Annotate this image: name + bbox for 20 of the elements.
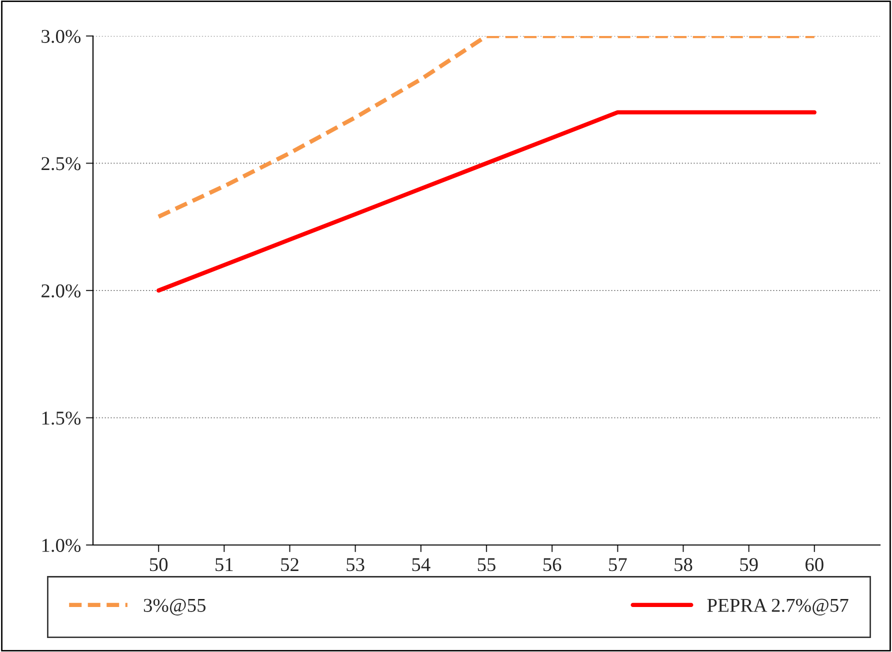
x-tick-label: 52 (281, 558, 298, 572)
y-tick-label: 1.5% (42, 412, 81, 425)
x-tick-label: 57 (609, 558, 627, 572)
x-tick-label: 58 (674, 558, 692, 572)
x-tick-label: 53 (346, 558, 364, 572)
y-tick-label: 3.0% (42, 30, 81, 44)
x-tick-label: 60 (806, 558, 824, 572)
legend-label: PEPRA 2.7%@57 (707, 598, 848, 616)
y-tick-label: 2.5% (42, 157, 81, 170)
x-tick-label: 55 (478, 558, 496, 572)
y-tick-label: 1.0% (42, 538, 81, 552)
legend-label: 3%@55 (144, 598, 206, 616)
line-series (156, 110, 816, 293)
x-tick-label: 51 (216, 558, 233, 572)
x-tick-label: 56 (543, 558, 562, 572)
x-tick-label: 59 (740, 558, 758, 572)
x-tick-label: 54 (412, 558, 430, 572)
x-tick-label: 50 (150, 558, 168, 572)
y-tick-label: 2.0% (42, 284, 81, 298)
line-series (156, 36, 816, 219)
